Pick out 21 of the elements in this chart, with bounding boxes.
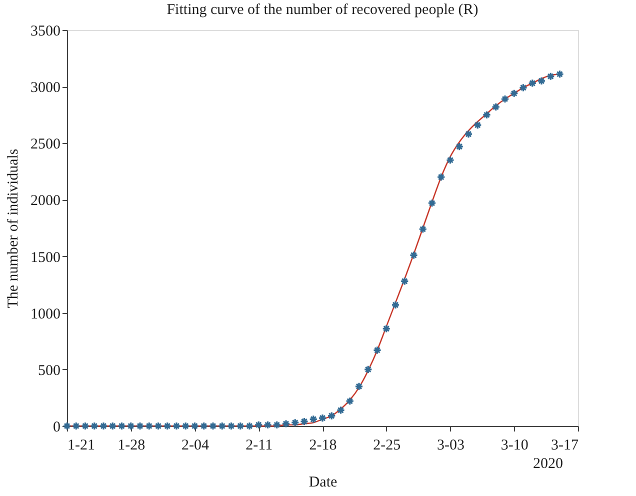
y-tick-label: 2500 <box>30 136 60 153</box>
x-tick-label: 3-10 <box>500 438 528 454</box>
y-tick-label: 3000 <box>30 80 60 96</box>
x-tick-label: 2-04 <box>182 438 210 454</box>
x-tick-label: 3-03 <box>437 438 464 454</box>
y-tick-label: 2000 <box>30 193 60 210</box>
y-tick-label: 0 <box>53 420 60 436</box>
x-tick-label: 2-18 <box>309 438 337 454</box>
chart-title: Fitting curve of the number of recovered people (R) <box>166 2 478 18</box>
x-tick-label: 3-17 <box>551 438 579 454</box>
y-tick-label: 3500 <box>30 24 60 40</box>
x-axis-title: Date <box>308 474 338 490</box>
x-tick-label: 2-11 <box>246 438 273 454</box>
y-tick-label: 1000 <box>30 306 60 322</box>
y-axis-title: The number of individuals <box>6 148 22 308</box>
x-tick-label: 1-28 <box>118 438 146 454</box>
x-tick-label: 2-25 <box>373 438 401 454</box>
text: 2020 <box>533 456 563 472</box>
y-tick-label: 1500 <box>30 250 60 266</box>
y-tick-label: 500 <box>38 362 60 379</box>
x-tick-label: 1-21 <box>68 438 95 454</box>
